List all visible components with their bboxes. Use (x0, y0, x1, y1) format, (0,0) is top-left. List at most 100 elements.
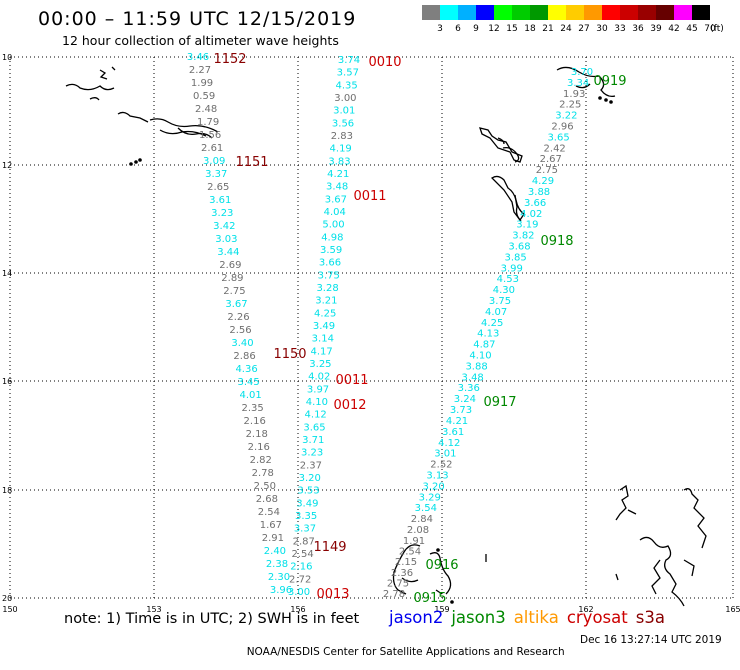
wave-height-label: 2.84 (411, 514, 433, 525)
wave-height-label: 2.16 (248, 442, 270, 453)
axis-labels: 10 12 14 16 18 20 150 153 156 159 162 165 (2, 53, 740, 614)
time-tag: 0919 (593, 74, 626, 89)
wave-height-label: 1.99 (191, 78, 213, 89)
island-dot (436, 548, 440, 552)
wave-height-label: 2.35 (242, 403, 264, 414)
wave-height-label: 3.75 (489, 296, 511, 307)
wave-height-label: 3.66 (524, 198, 546, 209)
wave-height-label: 4.29 (532, 176, 554, 187)
wave-height-label: 3.37 (294, 524, 316, 535)
wave-height-label: 2.72 (289, 574, 311, 585)
island-dot (134, 160, 138, 164)
wave-height-label: 3.01 (434, 449, 456, 460)
satellite-name: altika (513, 608, 559, 627)
wave-height-label: 3.20 (299, 473, 321, 484)
lat-label: 10 (2, 53, 12, 62)
wave-height-label: 3.19 (516, 220, 538, 231)
wave-height-label: 3.25 (309, 359, 331, 370)
time-tag: 0013 (316, 587, 349, 602)
wave-height-label: 4.02 (520, 209, 542, 220)
satellite-name: s3a (635, 608, 665, 627)
wave-height-label: 3.37 (205, 169, 227, 180)
legend-label: 18 (524, 24, 536, 34)
wave-height-label: 3.65 (303, 422, 325, 433)
wave-height-label: 2.15 (395, 557, 417, 568)
wave-height-label: 2.75 (387, 578, 409, 589)
legend-swatch (494, 5, 512, 20)
wave-height-label: 3.61 (209, 195, 231, 206)
wave-height-label: 3.00 (288, 587, 310, 598)
wave-height-label: 3.14 (312, 334, 334, 345)
wave-height-label: 1.79 (197, 117, 219, 128)
wave-height-label: 3.83 (328, 156, 350, 167)
wave-height-label: 4.19 (330, 144, 352, 155)
wave-height-label: 2.75 (536, 165, 558, 176)
wave-height-label: 4.25 (481, 318, 503, 329)
wave-height-label: 2.89 (221, 273, 243, 284)
island-dot (598, 96, 602, 100)
wave-height-label: 2.78 (252, 468, 274, 479)
wave-height-label: 4.53 (497, 274, 519, 285)
legend-label: 24 (560, 24, 572, 34)
wave-height-label: 3.66 (319, 258, 341, 269)
coastline-segment (651, 559, 695, 595)
wave-height-label: 1.67 (260, 520, 282, 531)
coastline-segment (556, 66, 616, 98)
wave-height-label: 2.69 (219, 260, 241, 271)
lat-label: 12 (2, 161, 12, 170)
wave-height-label: 2.61 (201, 143, 223, 154)
legend-swatch (620, 5, 638, 20)
wave-height-label: 2.52 (430, 460, 452, 471)
wave-height-label: 3.88 (528, 187, 550, 198)
legend-label: 27 (578, 24, 590, 34)
wave-height-label: 4.25 (314, 308, 336, 319)
wave-height-label: 2.37 (300, 460, 322, 471)
coastline-segment (683, 488, 707, 549)
coastlines (65, 66, 707, 607)
legend-label: 6 (455, 24, 461, 34)
wave-height-label: 3.68 (508, 241, 530, 252)
satellite-track: 3.46 2.27 1.99 0.59 2.48 1.79 1.56 2.61 3.09 3.37… (187, 52, 292, 596)
legend-label: 45 (686, 24, 698, 34)
island-dot (450, 600, 454, 604)
legend-label: 15 (506, 24, 518, 34)
legend-unit: (ft) (710, 24, 724, 34)
time-tag: 0011 (335, 373, 368, 388)
legend-label: 30 (596, 24, 608, 34)
page-subtitle: 12 hour collection of altimeter wave hei… (62, 33, 339, 48)
time-tag: 0918 (540, 234, 573, 249)
wave-height-label: 3.46 (187, 52, 209, 63)
wave-height-label: 2.38 (266, 559, 288, 570)
wave-height-label: 2.08 (407, 525, 429, 536)
wave-height-label: 3.71 (302, 435, 324, 446)
wave-height-label: 3.24 (454, 394, 476, 405)
wave-height-label: 2.18 (246, 429, 268, 440)
wave-height-label: 3.36 (458, 383, 480, 394)
satellite-track: 3.74 3.574.35 3.00 3.013.56 2.83 4.193.83 4.21… (288, 55, 360, 598)
wave-height-label: 2.54 (258, 507, 280, 518)
wave-height-label: 2.68 (256, 494, 278, 505)
wave-height-label: 4.21 (446, 416, 468, 427)
lon-label: 153 (146, 605, 161, 614)
wave-height-label: 2.16 (290, 562, 312, 573)
legend-swatch (512, 5, 530, 20)
legend-swatch (602, 5, 620, 20)
wave-height-label: 4.10 (469, 351, 491, 362)
time-tags: 1152 1151 1150 1149 0010 0011 0011 0012 0013 0919… (213, 52, 626, 606)
coastline-segment (615, 484, 637, 521)
wave-height-label: 3.88 (465, 361, 487, 372)
time-tag: 0916 (425, 558, 458, 573)
color-legend: 3 6 9 12 15 18 21 24 27 30 33 36 39 42 45 70 (ft) (422, 5, 728, 35)
wave-height-label: 4.02 (308, 372, 330, 383)
timestamp: Dec 16 13:27:14 UTC 2019 (580, 634, 722, 646)
coastline-segment (99, 66, 116, 80)
wave-height-label: 2.42 (544, 143, 566, 154)
legend-swatch (584, 5, 602, 20)
wave-height-label: 3.03 (215, 234, 237, 245)
wave-height-label: 3.45 (237, 377, 259, 388)
island-dot (138, 158, 142, 162)
legend-swatch (458, 5, 476, 20)
island-dot (609, 100, 613, 104)
legend-swatch (476, 5, 494, 20)
footer-note: note: 1) Time is in UTC; 2) SWH is in fe… (64, 611, 360, 627)
